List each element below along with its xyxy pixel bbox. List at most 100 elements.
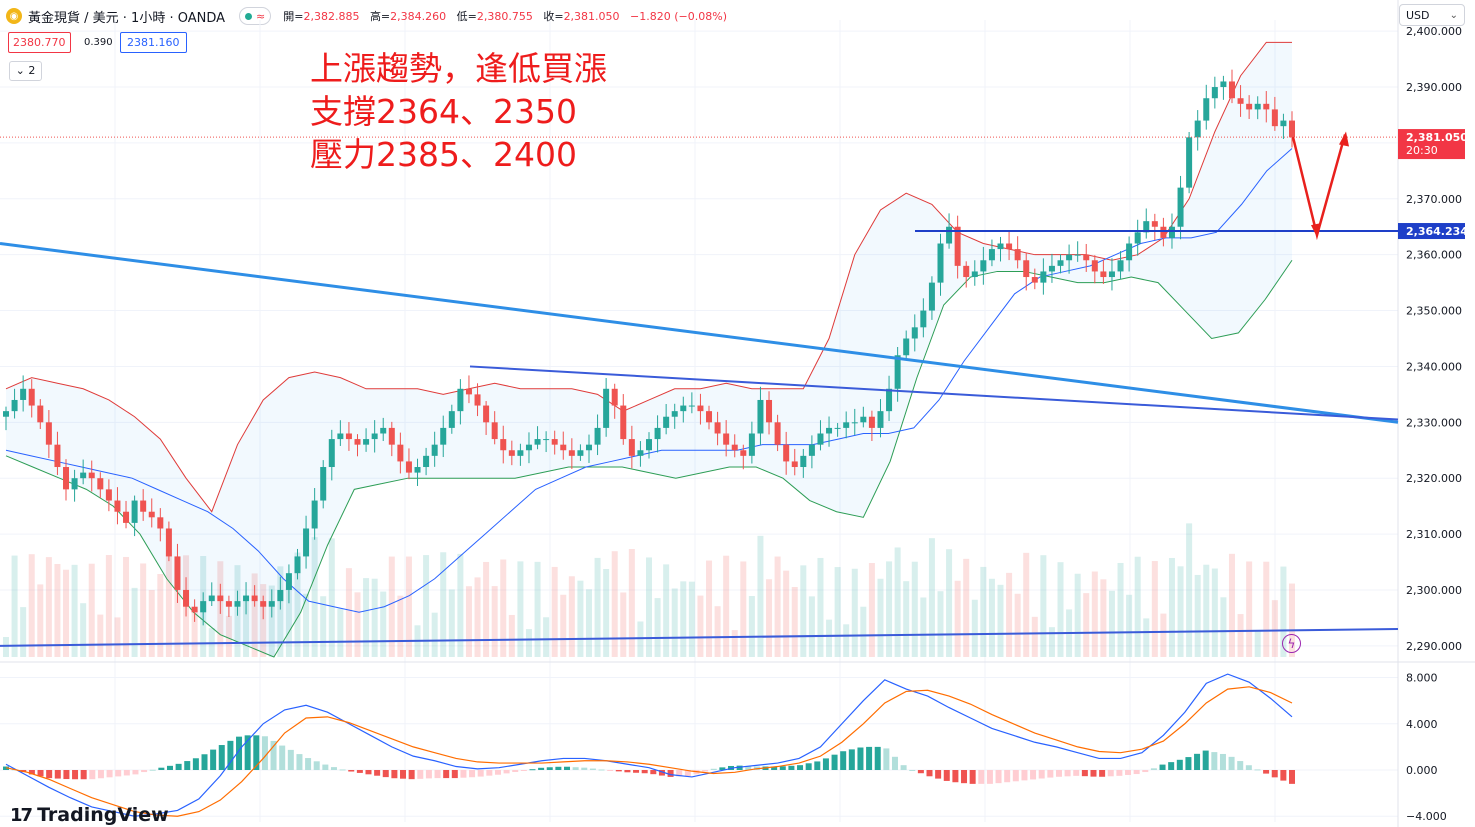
candle-body — [646, 439, 652, 451]
ohlc-readout: 開=2,382.885 高=2,384.260 低=2,380.755 收=2,… — [283, 8, 734, 24]
candle-body — [1023, 260, 1030, 278]
volume-bar — [886, 561, 893, 657]
symbol-title[interactable]: 黃金現貨 / 美元 · 1小時 · OANDA — [28, 10, 226, 26]
candle-body — [1289, 120, 1295, 138]
candle-body — [157, 517, 164, 529]
volume-bar — [834, 567, 841, 657]
volume-bar — [1048, 627, 1055, 657]
candle-body — [388, 427, 395, 445]
macd-histogram-bar — [89, 770, 96, 780]
macd-histogram-bar — [1055, 770, 1062, 777]
volume-bar — [928, 538, 935, 657]
candle-body — [971, 271, 978, 278]
candle-body — [131, 500, 138, 523]
candle-body — [800, 455, 807, 468]
macd-histogram-bar — [1047, 770, 1054, 778]
volume-bar — [551, 566, 558, 657]
candle-body — [260, 601, 267, 607]
candle-body — [826, 427, 833, 434]
candle-body — [1083, 254, 1090, 261]
macd-histogram-bar — [1289, 770, 1295, 784]
candle-body — [1126, 243, 1133, 261]
indicator-collapse-button[interactable]: ⌄ 2 — [9, 61, 42, 81]
macd-histogram-bar — [917, 770, 924, 774]
candle-body — [1194, 120, 1201, 138]
volume-bar — [105, 555, 112, 657]
volume-bar — [54, 564, 61, 657]
macd-histogram-bar — [365, 770, 372, 775]
macd-histogram-bar — [1090, 770, 1097, 777]
volume-bar — [1117, 562, 1124, 657]
macd-histogram-bar — [969, 770, 976, 784]
volume-bar — [654, 598, 661, 657]
volume-bar — [800, 565, 807, 657]
candle-body — [1246, 103, 1253, 110]
candle-body — [1151, 221, 1158, 227]
volume-bar — [345, 568, 352, 657]
macd-histogram-bar — [564, 766, 571, 770]
volume-bar — [148, 590, 155, 657]
macd-histogram-bar — [1133, 770, 1140, 775]
currency-select[interactable]: USD ⌄ — [1399, 4, 1465, 26]
macd-histogram-bar — [814, 761, 821, 770]
volume-bar — [954, 580, 961, 657]
volume-bar — [988, 578, 995, 657]
macd-histogram-bar — [1185, 757, 1192, 770]
candle-body — [1031, 277, 1038, 283]
volume-bar — [45, 557, 52, 657]
macd-histogram-bar — [719, 767, 726, 770]
macd-histogram-bar — [684, 770, 691, 776]
annotation-line-2: 支撐2364、2350 — [310, 92, 577, 131]
macd-histogram-bar — [572, 767, 579, 770]
volume-bar — [851, 568, 858, 657]
volume-bar — [688, 581, 695, 657]
candle-body — [817, 433, 824, 445]
candle-body — [123, 511, 130, 523]
low-label: 低= — [456, 10, 477, 23]
buy-price-button[interactable]: 2381.160 — [120, 32, 187, 53]
candle-body — [448, 411, 455, 428]
macd-histogram-bar — [469, 770, 476, 778]
candle-body — [88, 472, 95, 479]
macd-histogram-bar — [443, 770, 450, 779]
lightning-icon[interactable]: ϟ — [1282, 634, 1301, 653]
volume-bar — [28, 554, 35, 657]
candle-body — [654, 427, 661, 440]
volume-bar — [277, 566, 284, 657]
candle-body — [894, 355, 901, 389]
macd-histogram-bar — [330, 767, 337, 770]
market-status-pill[interactable]: ≈ — [239, 7, 272, 25]
candle-body — [620, 405, 627, 440]
candle-body — [1254, 103, 1261, 110]
volume-bar — [1134, 556, 1141, 657]
volume-bar — [3, 637, 9, 657]
candle-body — [311, 500, 318, 529]
low-value: 2,380.755 — [476, 10, 533, 23]
volume-bar — [817, 557, 824, 657]
macd-histogram-bar — [296, 754, 303, 770]
macd-histogram-bar — [1219, 753, 1226, 770]
volume-bar — [225, 615, 232, 657]
volume-bar — [123, 556, 130, 657]
bar-countdown-label: 20:30 — [1406, 144, 1438, 157]
macd-histogram-bar — [149, 769, 156, 771]
candle-body — [457, 388, 464, 412]
macd-histogram-bar — [555, 766, 562, 770]
volume-bar — [1126, 594, 1133, 657]
candle-body — [714, 422, 721, 434]
macd-histogram-bar — [175, 763, 182, 770]
candle-body — [1168, 226, 1175, 238]
volume-bar — [903, 581, 910, 657]
candle-body — [860, 416, 867, 423]
volume-bar — [577, 580, 584, 657]
candle-body — [671, 411, 678, 417]
macd-histogram-bar — [253, 735, 260, 770]
sell-price-button[interactable]: 2380.770 — [8, 32, 71, 53]
candle-body — [868, 416, 875, 428]
candle-body — [165, 528, 172, 557]
volume-bar — [491, 586, 498, 657]
candle-body — [594, 427, 601, 445]
candle-body — [37, 405, 44, 423]
candle-body — [380, 427, 387, 434]
